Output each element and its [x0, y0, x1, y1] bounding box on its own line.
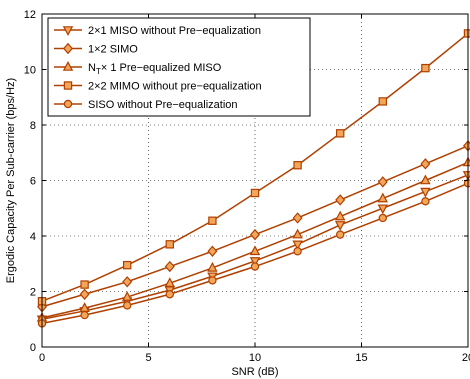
series-2 [37, 140, 470, 313]
data-point [378, 97, 388, 106]
data-point [207, 261, 218, 272]
data-point [377, 204, 388, 215]
data-point [164, 277, 175, 287]
y-tick-label: 12 [24, 9, 36, 21]
legend: 2×1 MISO without Pre−equalization 1×2 SIM… [47, 17, 311, 117]
data-point [335, 194, 346, 206]
data-point [122, 301, 132, 310]
legend-label: SISO without Pre−equalization [88, 99, 238, 111]
y-tick-label: 8 [30, 120, 36, 132]
y-tick-label: 10 [24, 65, 36, 77]
data-point [80, 310, 89, 320]
data-point [249, 257, 261, 267]
legend-item: NT× 1 Pre−equalized MISO [54, 61, 222, 76]
data-point [421, 197, 430, 206]
data-point [292, 240, 303, 251]
series-3 [36, 156, 470, 322]
y-tick-label: 4 [30, 231, 36, 243]
data-point [208, 276, 217, 285]
data-point [250, 228, 260, 241]
data-point [335, 210, 346, 221]
data-point [208, 216, 217, 225]
y-tick-label: 2 [30, 287, 36, 299]
data-point [292, 212, 303, 224]
y-tick-label: 6 [30, 176, 36, 188]
x-axis-label: SNR (dB) [231, 366, 278, 378]
data-point [165, 240, 174, 249]
data-point [293, 161, 302, 170]
data-point [421, 63, 430, 73]
legend-label: 1×2 SIMO [88, 44, 138, 56]
data-point [377, 176, 388, 188]
tick-layer: 0 5 10 15 20 0 2 4 6 8 10 12 [24, 9, 470, 364]
y-tick-label: 0 [30, 342, 36, 354]
y-axis-label: Ergodic Capacity Per Sub-carrier (bps/Hz… [5, 78, 17, 283]
legend-marker [63, 81, 73, 90]
data-point [463, 29, 470, 38]
x-tick-label: 15 [355, 352, 367, 364]
legend-marker [62, 61, 74, 71]
data-point [420, 174, 431, 185]
legend-label: 2×2 MIMO without pre−equalization [88, 81, 262, 93]
data-point [420, 187, 431, 198]
legend-item: 2×1 MISO without Pre−equalization [54, 25, 261, 37]
data-point [207, 245, 218, 257]
data-point [122, 291, 133, 301]
x-tick-label: 20 [462, 352, 470, 364]
data-point [250, 188, 260, 198]
legend-marker [63, 99, 73, 109]
data-point [420, 158, 431, 170]
data-point [250, 262, 260, 271]
data-point [79, 288, 90, 300]
data-point [293, 247, 302, 256]
legend-item: 1×2 SIMO [54, 42, 138, 56]
legend-item: SISO without Pre−equalization [54, 99, 238, 111]
data-point [122, 260, 132, 270]
legend-marker [62, 26, 74, 36]
data-point [122, 276, 133, 288]
x-tick-label: 0 [39, 352, 45, 364]
data-point [164, 260, 175, 273]
legend-marker [63, 42, 73, 55]
legend-item: 2×2 MIMO without pre−equalization [54, 81, 262, 93]
data-point [249, 245, 261, 256]
data-point [336, 230, 345, 239]
legend-label: NT× 1 Pre−equalized MISO [88, 62, 222, 76]
legend-box [47, 17, 311, 117]
x-tick-label: 10 [249, 352, 261, 364]
data-point [462, 156, 470, 167]
x-tick-label: 5 [145, 352, 151, 364]
data-point [335, 221, 346, 231]
series-4 [37, 29, 470, 306]
data-point [292, 228, 303, 239]
legend-label: 2×1 MISO without Pre−equalization [88, 25, 261, 37]
data-point [378, 213, 387, 223]
data-point [80, 280, 89, 289]
data-point [377, 192, 388, 203]
data-point [336, 129, 345, 138]
data-point [165, 290, 174, 299]
data-point [463, 140, 470, 152]
